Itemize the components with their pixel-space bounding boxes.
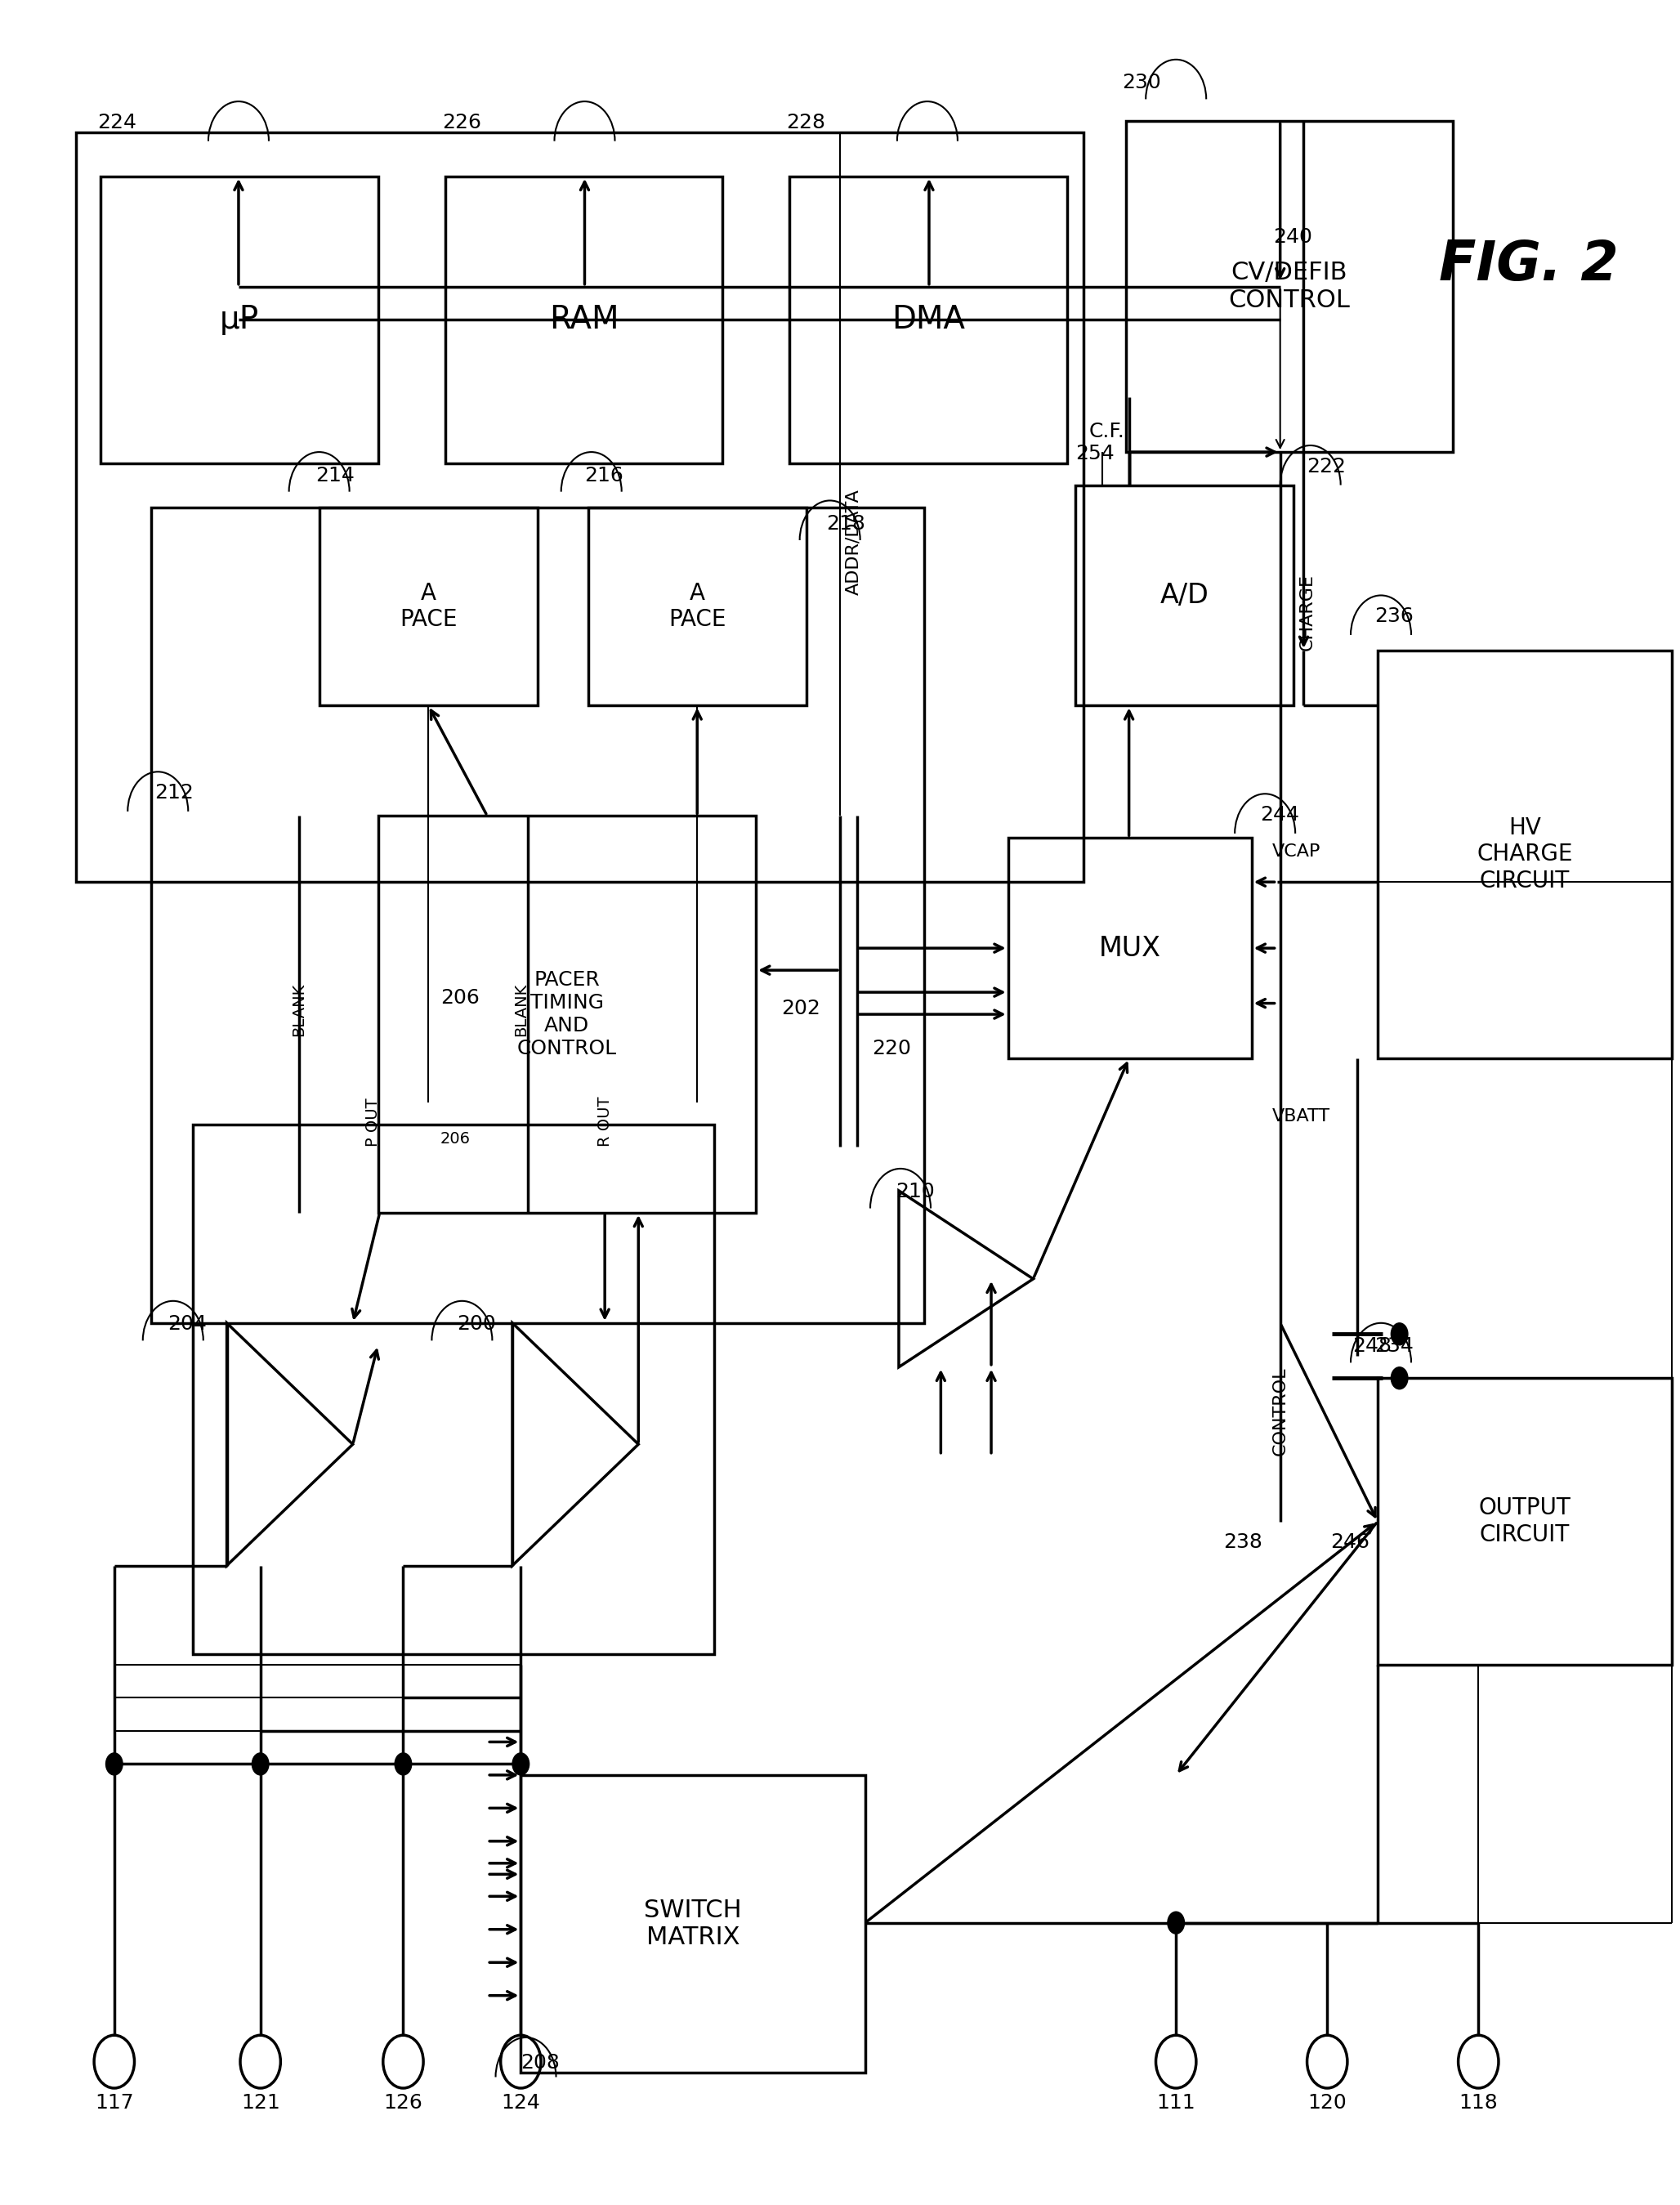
- Text: 238: 238: [1223, 1532, 1262, 1552]
- Text: CHARGE: CHARGE: [1299, 573, 1315, 650]
- Text: 244: 244: [1260, 805, 1299, 825]
- Bar: [378, 816, 756, 1213]
- Text: 208: 208: [521, 2053, 559, 2073]
- Bar: [151, 507, 924, 1323]
- Text: OUTPUT
CIRCUIT: OUTPUT CIRCUIT: [1478, 1497, 1571, 1546]
- Text: ADDR/DATA: ADDR/DATA: [845, 490, 862, 595]
- Text: DMA: DMA: [892, 304, 964, 335]
- Circle shape: [106, 1753, 123, 1775]
- Text: 220: 220: [872, 1039, 911, 1058]
- Bar: [521, 1775, 865, 2073]
- Bar: [1378, 650, 1672, 1058]
- Text: 210: 210: [895, 1182, 934, 1202]
- Text: R OUT: R OUT: [596, 1096, 613, 1147]
- Text: 124: 124: [501, 2093, 541, 2112]
- Text: 118: 118: [1458, 2093, 1499, 2112]
- Text: BLANK: BLANK: [512, 983, 529, 1036]
- Bar: [445, 176, 722, 463]
- Text: 212: 212: [155, 783, 193, 803]
- Text: C.F.: C.F.: [1089, 421, 1124, 441]
- Text: A/D: A/D: [1159, 582, 1210, 609]
- Text: 234: 234: [1374, 1336, 1413, 1356]
- Text: 218: 218: [827, 514, 865, 534]
- Text: 111: 111: [1156, 2093, 1196, 2112]
- Text: 236: 236: [1374, 606, 1413, 626]
- Text: 246: 246: [1331, 1532, 1369, 1552]
- Text: 248: 248: [1352, 1336, 1391, 1356]
- Text: P OUT: P OUT: [365, 1098, 381, 1147]
- Bar: [1126, 121, 1453, 452]
- Text: 120: 120: [1307, 2093, 1347, 2112]
- Text: 240: 240: [1273, 227, 1312, 247]
- Text: CV/DEFIB
CONTROL: CV/DEFIB CONTROL: [1228, 260, 1351, 313]
- Bar: [1008, 838, 1252, 1058]
- Text: MUX: MUX: [1099, 935, 1161, 961]
- Text: 206: 206: [440, 988, 479, 1008]
- Bar: [101, 176, 378, 463]
- Bar: [76, 132, 1084, 882]
- Text: 216: 216: [585, 465, 623, 485]
- Text: 126: 126: [383, 2093, 423, 2112]
- Text: HV
CHARGE
CIRCUIT: HV CHARGE CIRCUIT: [1477, 816, 1572, 893]
- Text: 214: 214: [316, 465, 354, 485]
- Text: 200: 200: [457, 1314, 496, 1334]
- Circle shape: [395, 1753, 412, 1775]
- Text: 222: 222: [1307, 456, 1346, 476]
- Text: 204: 204: [168, 1314, 207, 1334]
- Text: 226: 226: [442, 112, 480, 132]
- Text: 121: 121: [240, 2093, 281, 2112]
- Circle shape: [1391, 1323, 1408, 1345]
- Text: 254: 254: [1075, 443, 1114, 463]
- Text: BLANK: BLANK: [291, 983, 307, 1036]
- Text: VCAP: VCAP: [1272, 845, 1320, 860]
- Circle shape: [1168, 1912, 1184, 1934]
- Circle shape: [512, 1753, 529, 1775]
- Text: CONTROL: CONTROL: [1272, 1367, 1289, 1455]
- Circle shape: [1391, 1367, 1408, 1389]
- Bar: [193, 1125, 714, 1654]
- Text: FIG. 2: FIG. 2: [1440, 238, 1618, 291]
- Text: A
PACE: A PACE: [400, 582, 457, 631]
- Bar: [1075, 485, 1294, 706]
- Text: A
PACE: A PACE: [669, 582, 726, 631]
- Text: SWITCH
MATRIX: SWITCH MATRIX: [643, 1899, 743, 1949]
- Text: μP: μP: [220, 304, 259, 335]
- Text: 202: 202: [781, 999, 820, 1019]
- Bar: [588, 507, 806, 706]
- Bar: [319, 507, 538, 706]
- Text: 117: 117: [94, 2093, 134, 2112]
- Text: 228: 228: [786, 112, 825, 132]
- Circle shape: [252, 1753, 269, 1775]
- Text: 224: 224: [97, 112, 136, 132]
- Text: RAM: RAM: [549, 304, 618, 335]
- Bar: [1378, 1378, 1672, 1665]
- Text: PACER
TIMING
AND
CONTROL: PACER TIMING AND CONTROL: [517, 970, 617, 1058]
- Text: VBATT: VBATT: [1272, 1109, 1331, 1125]
- Text: 230: 230: [1122, 73, 1161, 93]
- Text: 206: 206: [440, 1131, 470, 1147]
- Bar: [790, 176, 1067, 463]
